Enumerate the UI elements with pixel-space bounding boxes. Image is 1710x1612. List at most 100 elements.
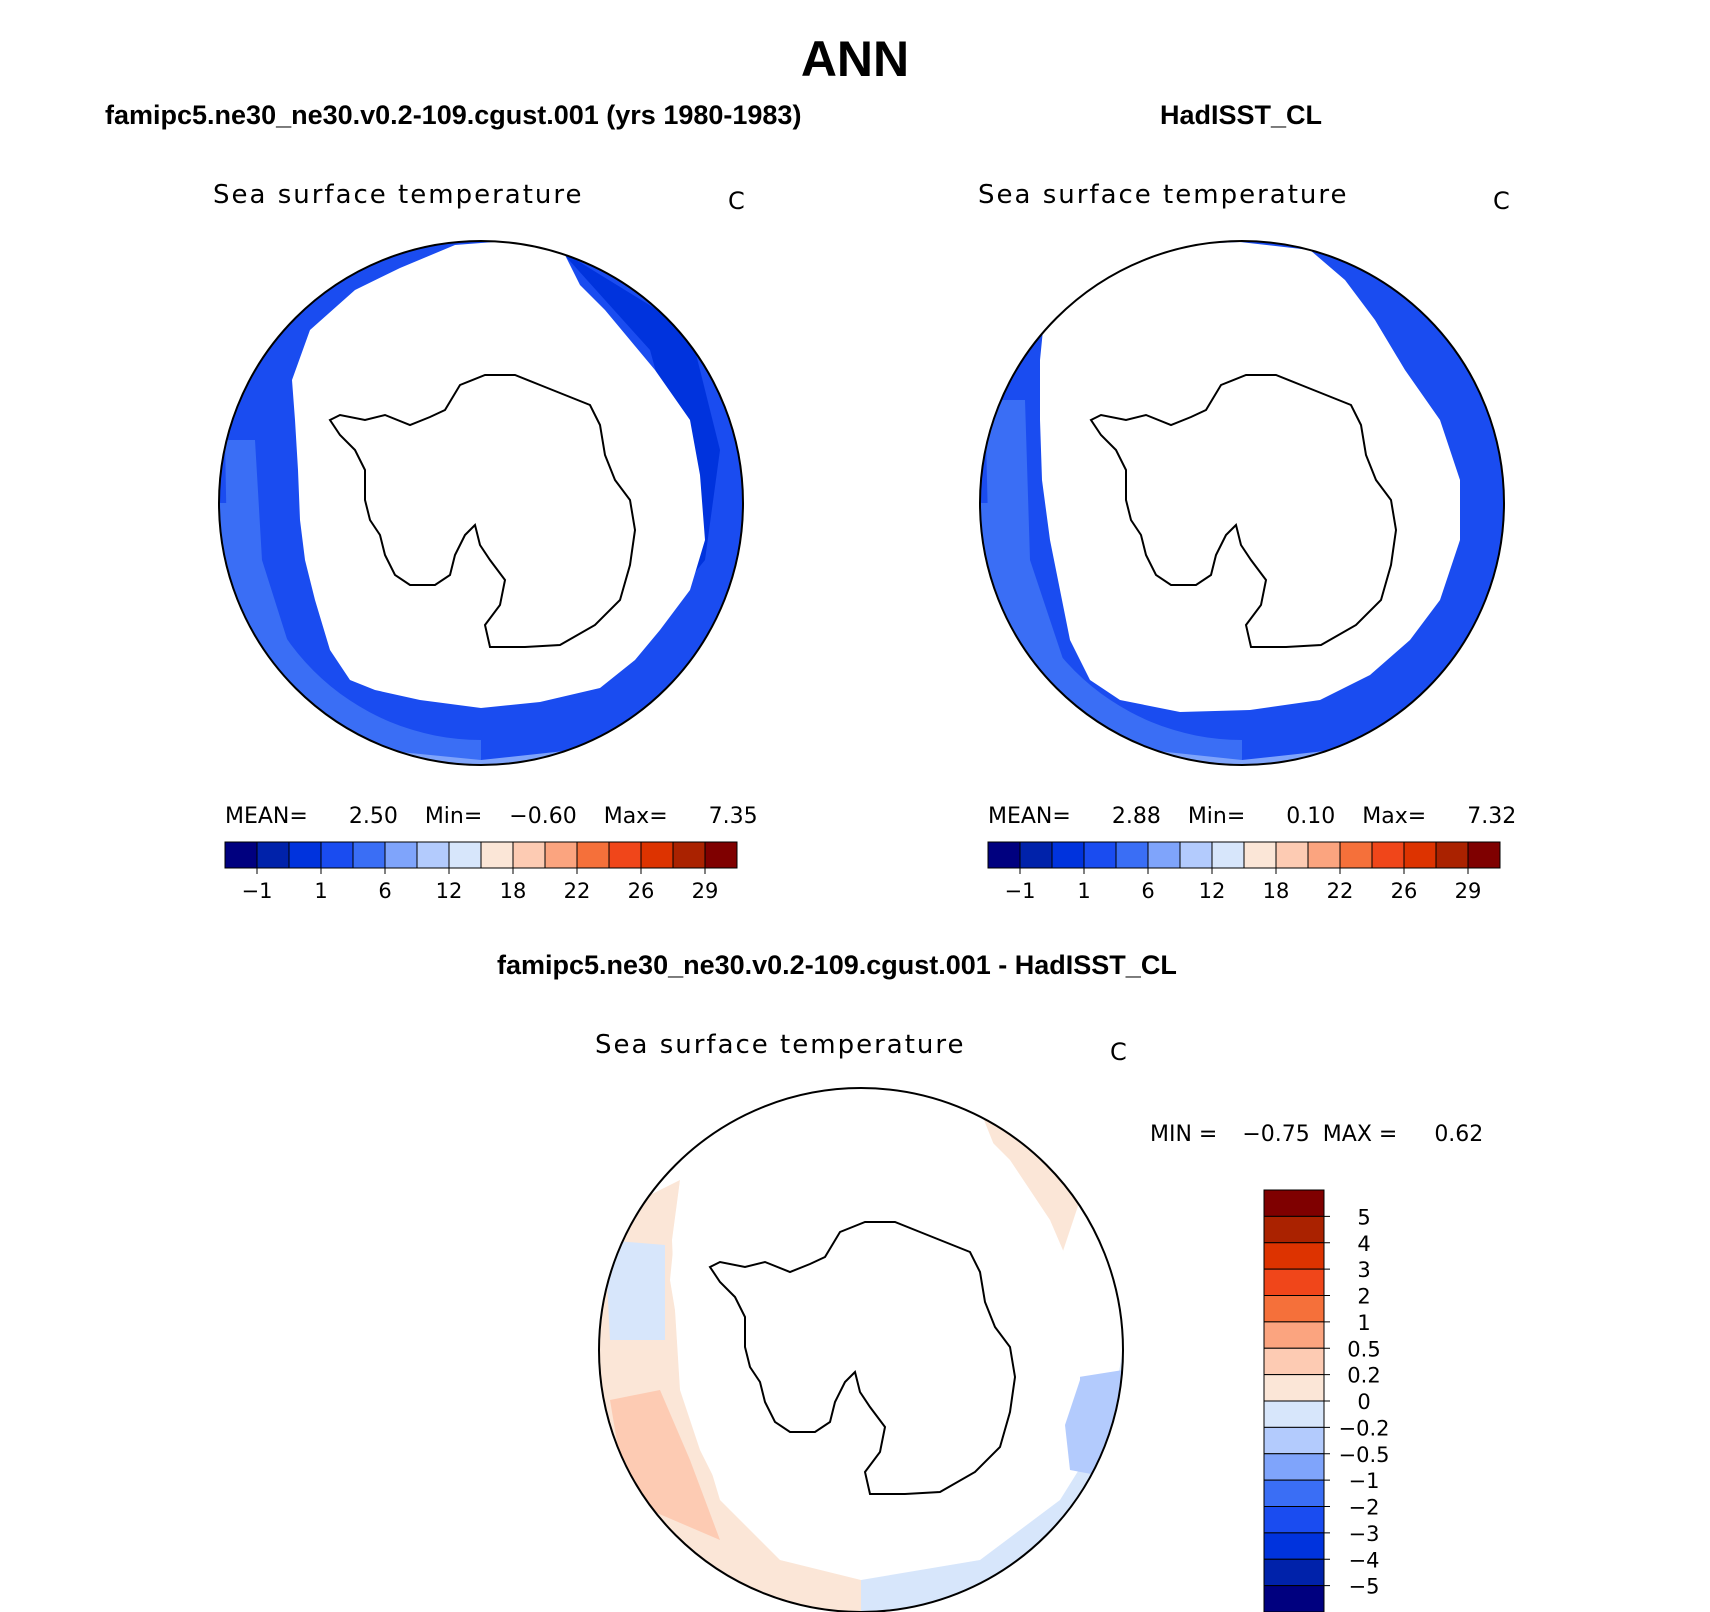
model-unit-label: C [728, 187, 745, 215]
obs-colorbar-swatch [1243, 841, 1277, 869]
model-colorbar-swatch [544, 841, 578, 869]
diff-colorbar-swatch [1263, 1295, 1325, 1323]
diff-colorbar-label: −0.2 [1339, 1416, 1390, 1440]
model-mean-value: 2.50 [348, 804, 398, 829]
diff-colorbar-swatch [1263, 1321, 1325, 1349]
model-colorbar-swatch [256, 841, 290, 869]
model-colorbar-label: 18 [500, 879, 527, 903]
diff-colorbar-swatch [1263, 1347, 1325, 1376]
obs-plot-label: Sea surface temperature [978, 180, 1349, 210]
diff-positive-core [610, 1390, 720, 1540]
model-colorbar-swatch [704, 841, 738, 869]
diff-colorbar-swatch [1263, 1558, 1325, 1587]
diff-min-label: MIN = [1150, 1122, 1218, 1147]
obs-colorbar-swatch [1467, 841, 1501, 869]
diff-positive-north [980, 1110, 1080, 1260]
obs-colorbar: −1 1 6 12 18 22 26 29 [987, 841, 1501, 903]
model-colorbar-swatch [576, 841, 610, 869]
figure-title: ANN [800, 31, 910, 87]
diff-colorbar-swatch [1263, 1585, 1325, 1612]
diff-colorbar-label: −0.5 [1339, 1443, 1390, 1467]
obs-colorbar-label: 18 [1263, 879, 1290, 903]
obs-min-value: 0.10 [1286, 804, 1336, 829]
diff-colorbar-label: −5 [1349, 1575, 1380, 1599]
model-colorbar-swatch [320, 841, 354, 869]
model-ice-region [292, 241, 705, 708]
model-max-value: 7.35 [708, 804, 758, 829]
obs-colorbar-swatch [1371, 841, 1405, 869]
model-colorbar-label: 6 [378, 879, 391, 903]
obs-mean-value: 2.88 [1111, 804, 1161, 829]
model-min-label: Min= [424, 804, 483, 829]
diff-colorbar-swatch [1263, 1374, 1325, 1402]
obs-colorbar-swatch [1435, 841, 1469, 869]
obs-colorbar-swatch [1147, 841, 1181, 869]
obs-colorbar-label: 1 [1077, 879, 1090, 903]
model-sst-map [218, 240, 744, 766]
obs-colorbar-swatch [1051, 841, 1085, 869]
diff-colorbar-swatch [1263, 1479, 1325, 1507]
diff-colorbar-label: 1 [1357, 1311, 1370, 1335]
model-colorbar-swatch [352, 841, 386, 869]
model-colorbar-label: 1 [314, 879, 327, 903]
diff-colorbar-label: 3 [1357, 1258, 1370, 1282]
diff-colorbar-label: 2 [1357, 1285, 1370, 1309]
diff-colorbar-label: 0.2 [1347, 1364, 1380, 1388]
diff-colorbar-label: 4 [1357, 1232, 1370, 1256]
diff-negative-west [605, 1240, 665, 1340]
obs-sst-map [979, 240, 1505, 766]
obs-max-value: 7.32 [1467, 804, 1517, 829]
obs-ice-region [1040, 242, 1460, 712]
model-colorbar-swatch [416, 841, 450, 869]
model-colorbar-swatch [224, 841, 258, 869]
model-panel-title: famipc5.ne30_ne30.v0.2-109.cgust.001 (yr… [105, 100, 802, 130]
diff-colorbar-swatch [1263, 1426, 1325, 1455]
diff-colorbar-label: 0 [1357, 1390, 1370, 1414]
diff-colorbar-swatch [1263, 1453, 1325, 1481]
obs-stats: MEAN= 2.88 Min= 0.10 Max= 7.32 [988, 804, 1516, 829]
diff-colorbar-swatch [1263, 1506, 1325, 1534]
model-max-label: Max= [603, 804, 668, 829]
diff-max-label: MAX = [1322, 1122, 1398, 1147]
diff-colorbar: 5 43 210.5 0.20−0.2 −0.5−1 −2−3−4 −5 [1263, 1189, 1390, 1612]
obs-min-label: Min= [1187, 804, 1246, 829]
model-colorbar-swatch [512, 841, 546, 869]
diff-max-value: 0.62 [1434, 1122, 1484, 1147]
model-colorbar: −1 1 6 12 18 22 26 29 [224, 841, 738, 903]
model-colorbar-label: −1 [242, 879, 273, 903]
diff-unit-label: C [1110, 1038, 1127, 1066]
diff-plot-label: Sea surface temperature [595, 1030, 966, 1060]
diff-colorbar-swatch [1263, 1268, 1325, 1296]
diff-colorbar-label: −1 [1349, 1469, 1380, 1493]
diff-no-data-region [672, 1090, 1080, 1550]
obs-max-label: Max= [1362, 804, 1427, 829]
model-colorbar-swatch [480, 841, 514, 869]
diff-colorbar-label: 0.5 [1347, 1337, 1380, 1361]
diff-map-border [598, 1087, 1124, 1612]
model-colorbar-label: 26 [628, 879, 655, 903]
model-colorbar-label: 22 [564, 879, 591, 903]
obs-colorbar-swatch [987, 841, 1021, 869]
obs-map-border [979, 240, 1505, 766]
obs-colorbar-swatch [1179, 841, 1213, 869]
model-colorbar-label: 29 [692, 879, 719, 903]
diff-colorbar-label: −2 [1349, 1496, 1380, 1520]
model-colorbar-swatch [384, 841, 418, 869]
obs-colorbar-label: 26 [1391, 879, 1418, 903]
obs-colorbar-label: 29 [1455, 879, 1482, 903]
diff-stats: MIN = −0.75 MAX = 0.62 [1150, 1122, 1483, 1147]
diff-colorbar-swatch [1263, 1215, 1325, 1244]
obs-colorbar-swatch [1083, 841, 1117, 869]
diff-colorbar-swatch [1263, 1242, 1325, 1270]
model-colorbar-swatch [288, 841, 322, 869]
obs-colorbar-swatch [1339, 841, 1373, 869]
obs-unit-label: C [1493, 187, 1510, 215]
model-min-value: −0.60 [509, 804, 577, 829]
model-colorbar-swatch [608, 841, 642, 869]
obs-colorbar-swatch [1275, 841, 1309, 869]
diff-panel-title: famipc5.ne30_ne30.v0.2-109.cgust.001 - H… [497, 950, 1177, 980]
diff-colorbar-swatch [1263, 1532, 1325, 1560]
model-colorbar-swatch [448, 841, 482, 869]
obs-colorbar-label: 6 [1141, 879, 1154, 903]
